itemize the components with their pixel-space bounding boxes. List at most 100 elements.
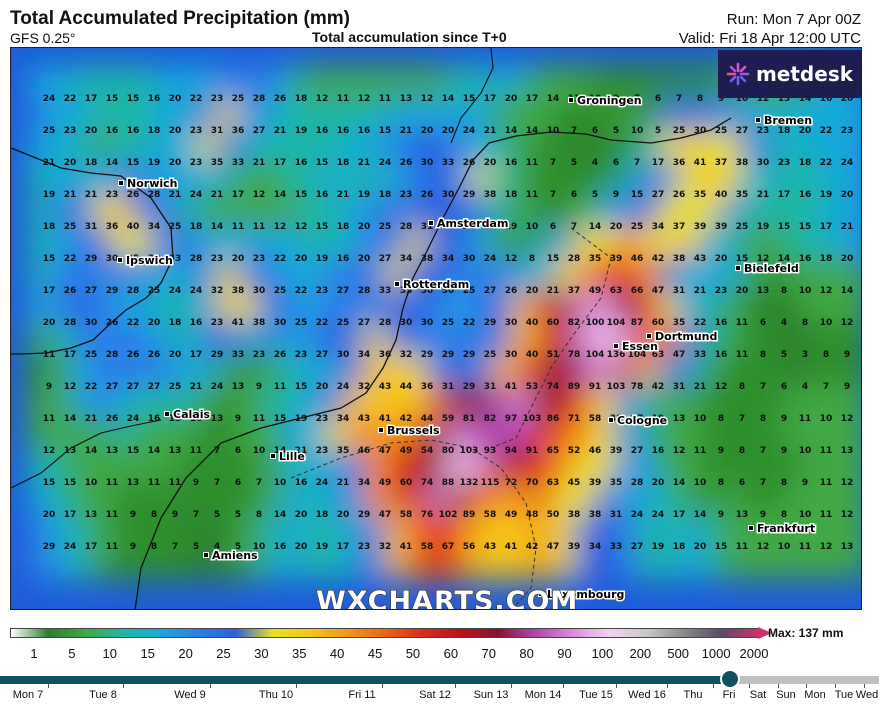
grid-value: 21 [295, 446, 308, 456]
grid-value: 19 [505, 222, 518, 232]
grid-value: 7 [550, 158, 556, 168]
timeline-day[interactable]: Wed 9 [174, 689, 206, 701]
timeline-day[interactable]: Sat [749, 689, 767, 701]
timeline-track[interactable] [0, 676, 879, 684]
grid-value: 26 [463, 158, 476, 168]
grid-value: 43 [694, 254, 707, 264]
grid-value: 18 [316, 510, 329, 520]
grid-value: 24 [337, 382, 350, 392]
legend-tick: 5 [68, 646, 76, 661]
grid-value: 22 [463, 318, 476, 328]
timeline-day[interactable]: Mon [804, 689, 826, 701]
grid-value: 24 [841, 158, 854, 168]
grid-value: 18 [295, 94, 308, 104]
grid-value: 39 [589, 478, 602, 488]
grid-value: 15 [736, 254, 749, 264]
grid-value: 20 [841, 94, 854, 104]
grid-value: 9 [613, 190, 619, 200]
grid-value: 18 [169, 318, 182, 328]
grid-value: 11 [232, 222, 245, 232]
grid-value: 9 [760, 510, 766, 520]
grid-value: 11 [106, 510, 119, 520]
grid-value: 103 [460, 446, 479, 456]
timeline-day[interactable]: Mon 14 [524, 689, 562, 701]
timeline-day[interactable]: Wed 16 [628, 689, 666, 701]
grid-value: 12 [253, 190, 266, 200]
grid-value: 5 [571, 158, 577, 168]
timeline-day[interactable]: Fri [722, 689, 736, 701]
timeline-day[interactable]: Sun 13 [473, 689, 509, 701]
grid-value: 53 [526, 382, 539, 392]
timeline-day[interactable]: Sat 12 [419, 689, 451, 701]
grid-value: 24 [211, 382, 224, 392]
timeline-day[interactable]: Fri 11 [348, 689, 376, 701]
grid-value: 11 [736, 318, 749, 328]
grid-value: 26 [64, 286, 77, 296]
grid-value: 30 [400, 318, 413, 328]
grid-value: 25 [337, 318, 350, 328]
grid-value: 8 [718, 478, 724, 488]
grid-value: 6 [739, 478, 745, 488]
grid-value: 29 [463, 190, 476, 200]
grid-value: 14 [442, 94, 455, 104]
grid-value: 20 [484, 158, 497, 168]
grid-value: 25 [736, 222, 749, 232]
timeline-tick [864, 684, 865, 688]
grid-value: 36 [673, 158, 686, 168]
grid-value: 41 [505, 542, 518, 552]
grid-value: 7 [823, 382, 829, 392]
grid-value: 19 [652, 542, 665, 552]
grid-value: 5 [235, 510, 241, 520]
grid-value: 14 [274, 190, 287, 200]
timeline-handle[interactable] [719, 669, 740, 689]
timeline-day[interactable]: Sun [776, 689, 796, 701]
grid-value: 29 [211, 350, 224, 360]
grid-value: 4 [781, 318, 787, 328]
grid-value: 20 [169, 94, 182, 104]
timeline-day[interactable]: Wed [855, 689, 879, 701]
timeline-day[interactable]: Thu 10 [258, 689, 294, 701]
grid-value: 25 [484, 350, 497, 360]
grid-value: 17 [64, 510, 77, 520]
grid-value: 20 [295, 542, 308, 552]
grid-value: 21 [274, 126, 287, 136]
grid-value: 29 [43, 542, 56, 552]
grid-value: 20 [232, 254, 245, 264]
grid-value: 12 [757, 94, 770, 104]
grid-value: 9 [613, 94, 619, 104]
city-label: Amsterdam [437, 217, 508, 230]
timeline-day[interactable]: Tue 15 [579, 689, 613, 701]
grid-value: 10 [274, 478, 287, 488]
precipitation-map[interactable]: 24 22 17 15 15 16 20 22 23 25 28 26 18 12 11 12 11 13 12 14… [10, 47, 862, 610]
grid-value: 20 [43, 510, 56, 520]
grid-value: 30 [106, 254, 119, 264]
grid-value: 30 [253, 286, 266, 296]
grid-value: 24 [484, 254, 497, 264]
grid-value: 9 [130, 542, 136, 552]
grid-value: 8 [823, 350, 829, 360]
timeline-day[interactable]: Thu [683, 689, 703, 701]
grid-value: 25 [148, 286, 161, 296]
grid-value: 11 [526, 158, 539, 168]
grid-value: 12 [43, 446, 56, 456]
grid-value: 20 [841, 190, 854, 200]
legend-tick: 1000 [701, 646, 731, 661]
timeline-day[interactable]: Tue 8 [89, 689, 117, 701]
legend-tick: 60 [443, 646, 459, 661]
grid-value: 20 [694, 542, 707, 552]
grid-value: 18 [337, 158, 350, 168]
grid-value: 10 [253, 542, 266, 552]
grid-value: 19 [316, 254, 329, 264]
timeline-day[interactable]: Mon 7 [12, 689, 44, 701]
forecast-timeline[interactable]: Mon 7 Tue 8 Wed 9 Thu 10 Fri 11 Sat 12 Sun 13 M… [0, 669, 879, 713]
grid-value: 17 [820, 222, 833, 232]
logo-text: metdesk [755, 62, 854, 86]
city-marker-icon [270, 453, 276, 459]
grid-value: 25 [64, 222, 77, 232]
grid-value: 23 [400, 190, 413, 200]
grid-value: 10 [799, 510, 812, 520]
grid-value: 27 [631, 542, 644, 552]
color-legend: Max: 137 mm 1 5 10 15 20 25 30 35 40 45 50 60 70 80 90… [10, 626, 862, 666]
grid-value: 21 [85, 190, 98, 200]
timeline-day[interactable]: Tue [834, 689, 854, 701]
